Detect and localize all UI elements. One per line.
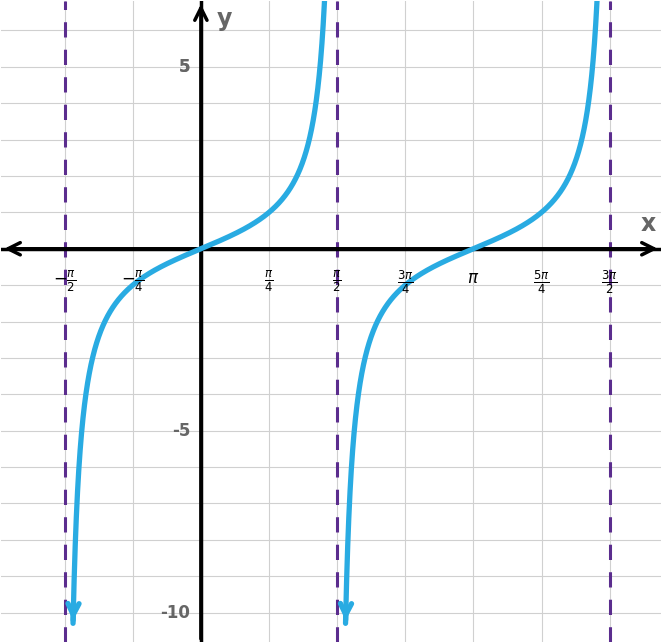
Text: 5: 5: [179, 58, 191, 76]
Text: $-\frac{\pi}{4}$: $-\frac{\pi}{4}$: [121, 269, 144, 294]
Text: x: x: [641, 212, 656, 236]
Text: $\frac{\pi}{2}$: $\frac{\pi}{2}$: [332, 269, 342, 294]
Text: $-\frac{\pi}{2}$: $-\frac{\pi}{2}$: [53, 269, 76, 294]
Text: y: y: [216, 7, 232, 31]
Text: $\frac{5\pi}{4}$: $\frac{5\pi}{4}$: [533, 269, 550, 296]
Text: $\frac{3\pi}{4}$: $\frac{3\pi}{4}$: [397, 269, 414, 296]
Text: -10: -10: [161, 604, 191, 622]
Text: $\pi$: $\pi$: [467, 269, 479, 287]
Text: 5: 5: [179, 58, 191, 76]
Text: $\frac{\pi}{4}$: $\frac{\pi}{4}$: [264, 269, 273, 294]
Text: $\frac{3\pi}{2}$: $\frac{3\pi}{2}$: [601, 269, 618, 296]
Text: -5: -5: [172, 422, 191, 440]
